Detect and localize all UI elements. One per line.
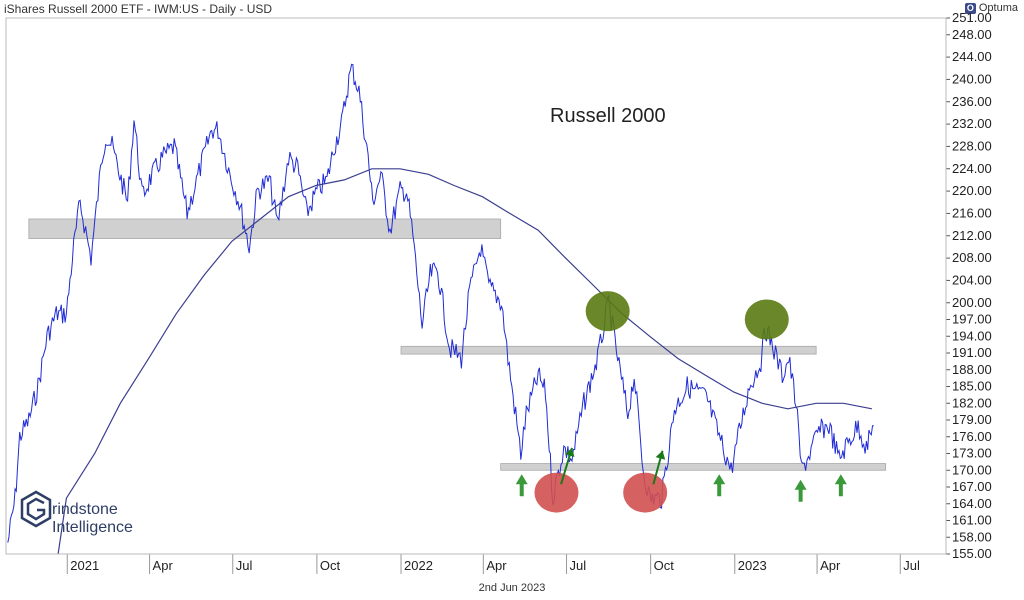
y-tick-label: 179.00 <box>952 412 992 427</box>
up-arrow-0 <box>515 474 528 497</box>
x-tick-label: Apr <box>486 558 507 573</box>
plot-frame <box>5 17 947 555</box>
grindstone-watermark: rindstone Intelligence <box>20 490 133 536</box>
x-tick-label: Apr <box>153 558 174 573</box>
moving-average-line <box>57 168 873 555</box>
y-tick-label: 232.00 <box>952 116 992 131</box>
x-tick-label: 2021 <box>70 558 99 573</box>
x-tick-label: 2022 <box>404 558 433 573</box>
y-tick-label: 155.00 <box>952 546 992 561</box>
y-tick-label: 228.00 <box>952 138 992 153</box>
annotation-marks <box>515 291 847 513</box>
y-tick-label: 161.00 <box>952 513 992 528</box>
y-tick-label: 191.00 <box>952 345 992 360</box>
band-2 <box>500 463 887 471</box>
y-tick-label: 173.00 <box>952 446 992 461</box>
y-tick-label: 236.00 <box>952 94 992 109</box>
y-tick-label: 204.00 <box>952 272 992 287</box>
y-tick-label: 194.00 <box>952 328 992 343</box>
y-tick-label: 197.00 <box>952 312 992 327</box>
brand: O Optuma <box>964 2 1018 14</box>
y-tick-label: 164.00 <box>952 496 992 511</box>
y-tick-label: 200.00 <box>952 295 992 310</box>
band-0 <box>28 218 502 239</box>
x-tick-label: Oct <box>320 558 341 573</box>
x-tick-label: Jul <box>570 558 587 573</box>
x-tick-label: 2023 <box>738 558 767 573</box>
brand-name: Optuma <box>978 2 1018 14</box>
x-tick-label: Apr <box>820 558 841 573</box>
up-arrow-2 <box>794 479 807 502</box>
y-tick-label: 158.00 <box>952 529 992 544</box>
y-tick-label: 224.00 <box>952 161 992 176</box>
series-layer <box>7 63 874 555</box>
chart-title-bar: iShares Russell 2000 ETF - IWM:US - Dail… <box>4 2 273 16</box>
up-arrow-3 <box>834 474 847 497</box>
watermark-line1: rindstone <box>52 501 118 518</box>
y-tick-label: 216.00 <box>952 205 992 220</box>
y-tick-label: 240.00 <box>952 71 992 86</box>
x-tick-label: Oct <box>654 558 675 573</box>
highlight-circle-3 <box>623 472 668 513</box>
x-axis: 2021 Apr Jul Oct 2022 Apr Jul Oct 2023 Apr Jul <box>6 553 946 574</box>
optuma-logo-icon: O <box>964 2 976 14</box>
support-resistance-bands <box>28 218 887 471</box>
footer-date: 2nd Jun 2023 <box>478 582 546 594</box>
y-tick-label: 185.00 <box>952 379 992 394</box>
up-arrow-1 <box>713 474 726 497</box>
y-tick-label: 220.00 <box>952 183 992 198</box>
y-tick-label: 248.00 <box>952 27 992 42</box>
highlight-circle-1 <box>744 299 789 340</box>
x-tick-label: Jul <box>903 558 920 573</box>
y-tick-label: 170.00 <box>952 462 992 477</box>
y-tick-label: 212.00 <box>952 228 992 243</box>
y-tick-label: 182.00 <box>952 395 992 410</box>
watermark-line2: Intelligence <box>52 519 133 536</box>
y-tick-label: 176.00 <box>952 429 992 444</box>
grindstone-g-logo-icon <box>20 490 52 528</box>
band-1 <box>400 345 817 355</box>
price-series-line <box>7 63 874 543</box>
chart-annotation: Russell 2000 <box>550 105 666 127</box>
highlight-circle-0 <box>585 291 630 332</box>
x-tick-label: Jul <box>236 558 253 573</box>
y-tick-label: 208.00 <box>952 250 992 265</box>
y-tick-label: 167.00 <box>952 479 992 494</box>
trend-arrow-head-0 <box>564 447 575 458</box>
y-tick-label: 188.00 <box>952 362 992 377</box>
y-tick-label: 244.00 <box>952 49 992 64</box>
y-tick-label: 251.00 <box>952 10 992 25</box>
highlight-circle-2 <box>534 472 579 513</box>
trend-arrow-head-1 <box>655 450 666 460</box>
